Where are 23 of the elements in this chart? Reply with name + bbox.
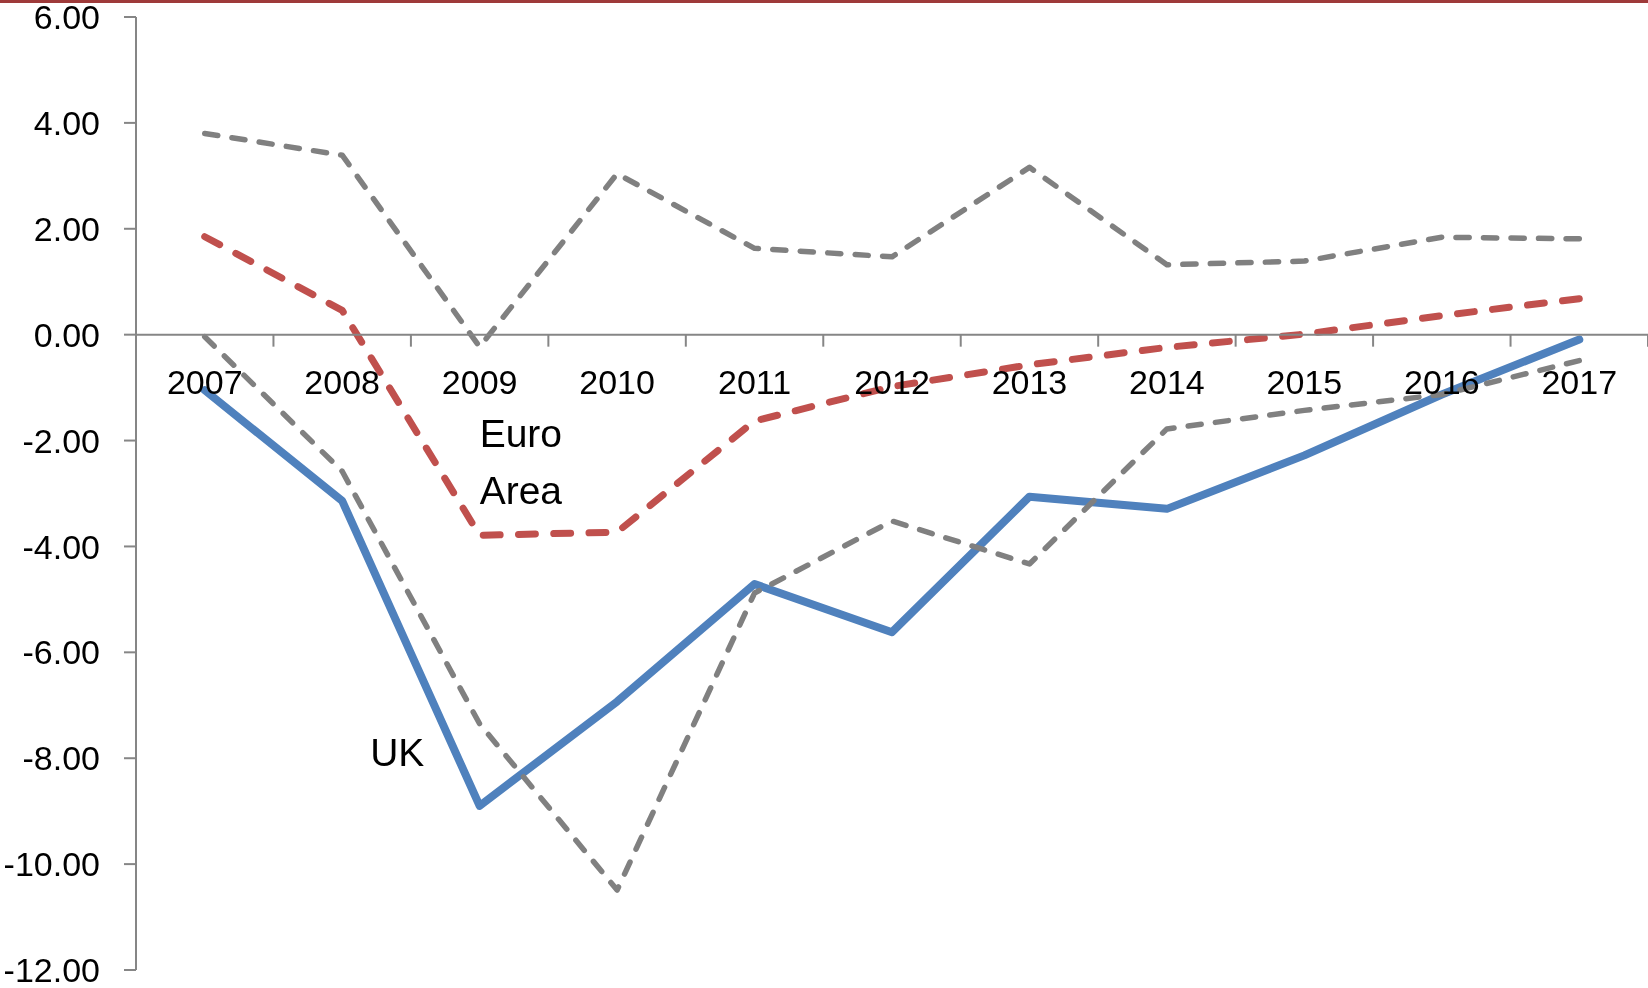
x-tick-label: 2011: [717, 362, 792, 401]
y-tick-label: -12.00: [3, 951, 100, 988]
x-tick-label: 2009: [441, 362, 518, 401]
y-tick-label: -4.00: [22, 527, 100, 566]
y-tick-label: 0.00: [33, 315, 100, 354]
y-tick-label: -6.00: [22, 633, 100, 672]
y-tick-label: 4.00: [33, 103, 100, 142]
y-tick-label: 2.00: [33, 209, 100, 248]
x-tick-label: 2013: [991, 362, 1068, 401]
series-label: Euro Area: [479, 411, 563, 512]
series-label: UK: [370, 730, 425, 774]
x-tick-label: 2017: [1541, 362, 1618, 401]
x-tick-label: 2014: [1129, 362, 1205, 401]
x-tick-label: 2010: [579, 362, 655, 401]
y-tick-label: -2.00: [22, 421, 100, 460]
x-tick-label: 2015: [1266, 362, 1343, 401]
y-tick-label: -10.00: [3, 845, 100, 884]
x-tick-label: 2012: [854, 362, 930, 401]
x-tick-label: 2016: [1404, 362, 1480, 401]
y-tick-label: 6.00: [33, 0, 100, 37]
x-tick-label: 2007: [166, 362, 243, 401]
y-tick-label: -8.00: [22, 739, 100, 778]
x-tick-label: 2008: [304, 362, 380, 401]
